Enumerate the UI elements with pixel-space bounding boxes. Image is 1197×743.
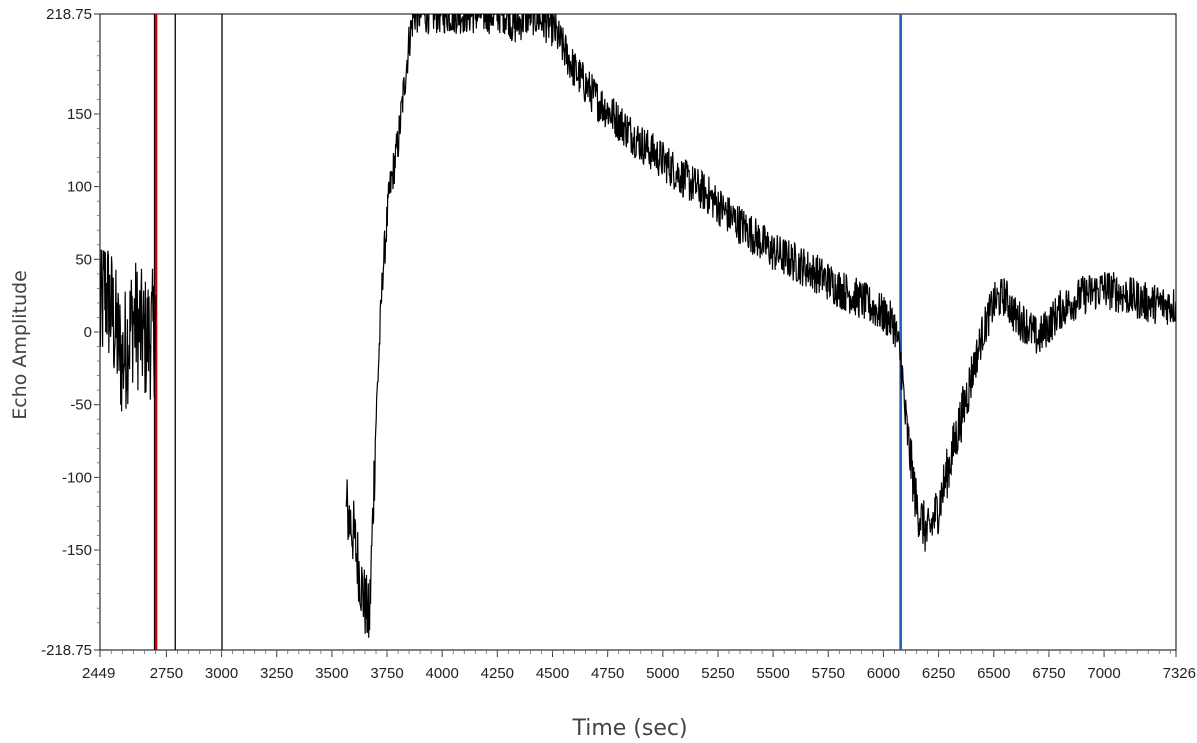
x-tick-label: 5750 xyxy=(812,665,845,682)
x-tick-label: 4500 xyxy=(536,665,569,682)
y-tick-label: 0 xyxy=(84,324,92,341)
y-tick-label: -50 xyxy=(70,397,92,414)
x-tick-label: 3000 xyxy=(205,665,238,682)
y-tick-label: 50 xyxy=(75,251,92,268)
series-line xyxy=(100,249,158,412)
series-line xyxy=(345,14,1176,638)
x-tick-label: 4000 xyxy=(426,665,459,682)
y-tick-label: 100 xyxy=(67,179,92,196)
y-tick-label: -150 xyxy=(62,542,92,559)
x-tick-label: 7000 xyxy=(1087,665,1120,682)
y-tick-label: 218.75 xyxy=(46,6,92,23)
cursor-lines xyxy=(153,14,902,650)
x-tick-label: 5500 xyxy=(756,665,789,682)
x-tick-label: 7326 xyxy=(1163,665,1196,682)
x-axis: 2449 2750 3000 3250 3500 3750 4000 4250 4500 4750… xyxy=(82,650,1196,682)
x-tick-label: 6000 xyxy=(867,665,900,682)
y-tick-label: -100 xyxy=(62,469,92,486)
x-tick-label: 5000 xyxy=(646,665,679,682)
y-axis: 218.75 150 100 50 0 -50 -100 -150 -218.75 xyxy=(41,6,100,659)
x-tick-label: 3750 xyxy=(370,665,403,682)
x-tick-label: 3500 xyxy=(315,665,348,682)
y-tick-label: 150 xyxy=(67,106,92,123)
x-tick-label: 6500 xyxy=(977,665,1010,682)
x-tick-label: 6250 xyxy=(922,665,955,682)
x-axis-title: Time (sec) xyxy=(571,716,687,741)
x-tick-label: 2750 xyxy=(150,665,183,682)
x-tick-label: 4250 xyxy=(481,665,514,682)
series-group xyxy=(100,14,1176,638)
x-tick-label: 2449 xyxy=(82,665,115,682)
x-tick-label: 3250 xyxy=(260,665,293,682)
x-tick-label: 6750 xyxy=(1032,665,1065,682)
x-tick-label: 4750 xyxy=(591,665,624,682)
plot-area xyxy=(99,13,1177,651)
y-tick-label: -218.75 xyxy=(41,642,92,659)
x-tick-label: 5250 xyxy=(701,665,734,682)
y-axis-title: Echo Amplitude xyxy=(9,270,31,420)
